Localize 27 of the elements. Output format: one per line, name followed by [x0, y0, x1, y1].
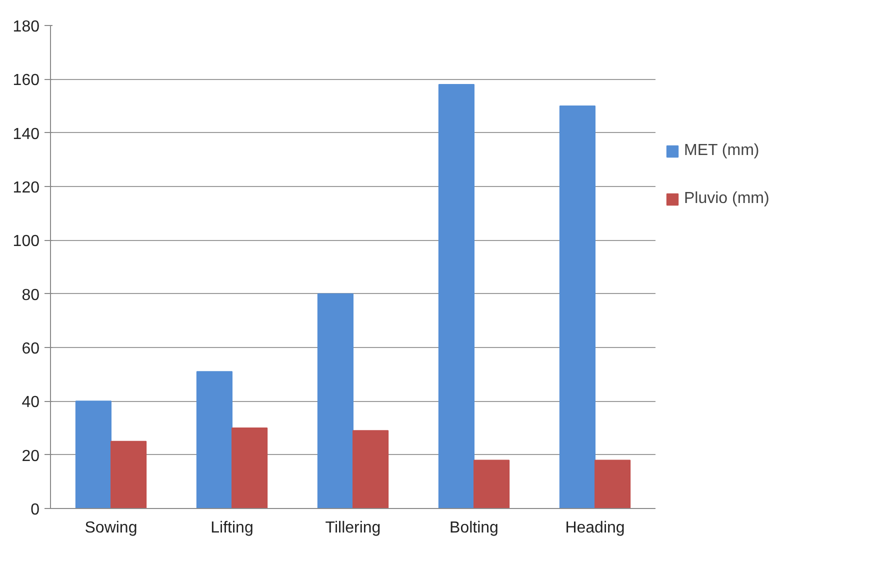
bar — [474, 460, 510, 508]
y-tick-label: 120 — [12, 180, 40, 196]
y-tick-label: 40 — [22, 394, 40, 412]
bar — [594, 460, 631, 508]
y-tick-label: 100 — [12, 233, 40, 250]
bar — [438, 84, 474, 508]
y-tick-label: 0 — [30, 502, 40, 518]
bar — [317, 293, 354, 508]
y-tick-label: 80 — [22, 286, 40, 304]
x-tick-label: Sowing — [84, 520, 138, 536]
legend-label: Pluvio (mm) — [684, 190, 770, 208]
bar — [559, 106, 596, 508]
legend-label: MET (mm) — [684, 142, 760, 160]
x-tick-label: Tillering — [325, 520, 381, 536]
y-tick-label: 140 — [12, 126, 40, 143]
bar — [75, 400, 112, 508]
y-tick-label: 160 — [12, 72, 40, 90]
x-tick-label: Lifting — [210, 520, 254, 536]
y-tick-label: 20 — [22, 448, 40, 465]
y-tick-label: 180 — [12, 18, 40, 36]
bar — [196, 371, 232, 508]
bar — [352, 430, 389, 508]
x-tick-label: Bolting — [450, 520, 498, 536]
x-tick-label: Heading — [565, 520, 625, 536]
y-tick-label: 60 — [22, 340, 40, 358]
bar — [110, 440, 147, 508]
bar — [232, 428, 268, 508]
